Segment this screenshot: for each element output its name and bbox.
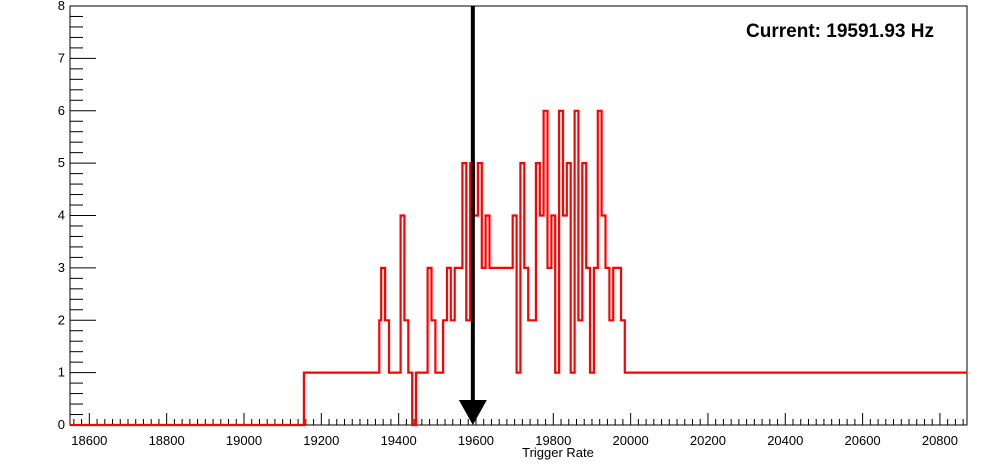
- x-tick-label: 18600: [71, 433, 107, 448]
- plot-frame: [69, 5, 968, 426]
- y-tick-label: 6: [58, 103, 65, 118]
- y-tick-label: 4: [58, 208, 65, 223]
- y-tick-label: 8: [58, 0, 65, 13]
- x-axis: 18600 18800 19000 19200 19400 19600 19800 20000…: [71, 413, 964, 448]
- y-tick-label: 5: [58, 155, 65, 170]
- y-tick-label: 0: [58, 417, 65, 432]
- x-tick-label: 20200: [690, 433, 726, 448]
- x-tick-label: 19600: [458, 433, 494, 448]
- x-tick-label: 19800: [535, 433, 571, 448]
- x-tick-label: 20400: [767, 433, 803, 448]
- x-tick-label: 18800: [149, 433, 185, 448]
- x-tick-label: 19000: [226, 433, 262, 448]
- current-value-arrow: [458, 6, 487, 425]
- x-axis-title: Trigger Rate: [522, 445, 594, 460]
- y-tick-label: 7: [58, 50, 65, 65]
- y-tick-label: 3: [58, 260, 65, 275]
- x-tick-label: 20000: [613, 433, 649, 448]
- y-tick-label: 1: [58, 365, 65, 380]
- x-tick-label: 20800: [922, 433, 958, 448]
- y-tick-label: 2: [58, 312, 65, 327]
- current-rate-label: Current: 19591.93 Hz: [746, 21, 934, 42]
- x-tick-label: 19200: [303, 433, 339, 448]
- histogram-series-line: [70, 109, 967, 427]
- x-tick-label: 19400: [381, 433, 417, 448]
- arrow-head: [458, 400, 487, 425]
- x-tick-label: 20600: [845, 433, 881, 448]
- y-axis: 0 1 2 3 4 5 6 7 8: [58, 0, 96, 432]
